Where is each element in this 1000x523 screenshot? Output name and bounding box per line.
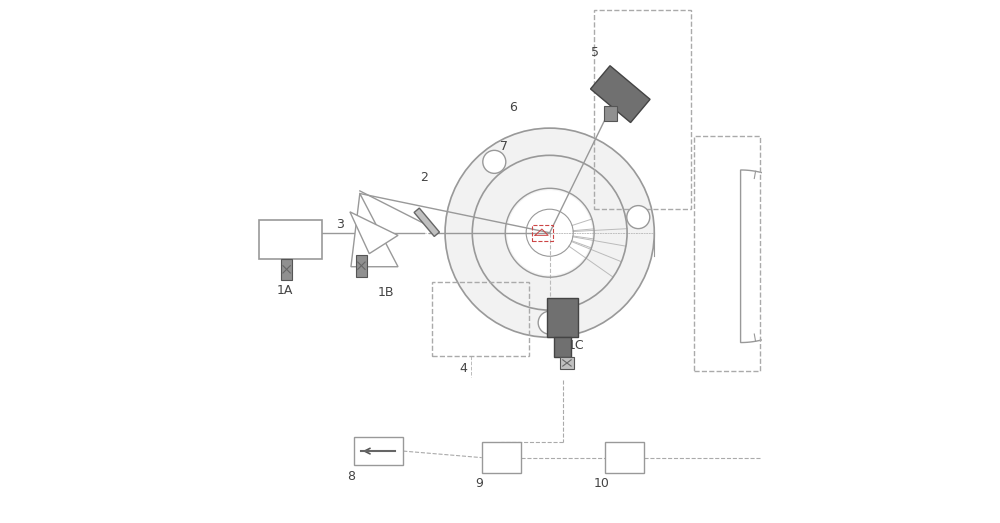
Polygon shape — [414, 208, 439, 236]
Text: 1C: 1C — [568, 339, 584, 351]
Polygon shape — [351, 194, 398, 267]
Circle shape — [627, 206, 650, 229]
Text: 7: 7 — [500, 140, 508, 153]
Bar — [694, 136, 760, 371]
Bar — [594, 10, 691, 209]
Text: 5: 5 — [591, 46, 599, 59]
Circle shape — [508, 191, 592, 275]
Bar — [554, 337, 571, 357]
Bar — [547, 298, 578, 337]
Circle shape — [483, 150, 506, 173]
Bar — [259, 220, 322, 259]
Text: 8: 8 — [347, 471, 355, 483]
Circle shape — [538, 311, 561, 334]
Text: 6: 6 — [509, 101, 517, 113]
Text: 3: 3 — [337, 219, 344, 231]
Polygon shape — [604, 106, 617, 121]
Text: 9: 9 — [475, 477, 483, 490]
Bar — [281, 259, 292, 280]
Bar — [532, 225, 553, 241]
Bar — [605, 442, 644, 473]
Bar — [482, 442, 521, 473]
Text: 4: 4 — [459, 362, 467, 375]
Polygon shape — [350, 212, 398, 254]
Bar — [354, 437, 403, 465]
Circle shape — [445, 128, 654, 337]
Bar — [356, 255, 367, 277]
Bar — [560, 357, 574, 369]
Bar — [432, 282, 529, 356]
Text: 10: 10 — [594, 477, 610, 490]
Text: 1A: 1A — [276, 284, 293, 297]
Text: 1B: 1B — [378, 287, 394, 299]
Text: 2: 2 — [420, 172, 428, 184]
Polygon shape — [591, 66, 650, 122]
Polygon shape — [741, 170, 827, 343]
